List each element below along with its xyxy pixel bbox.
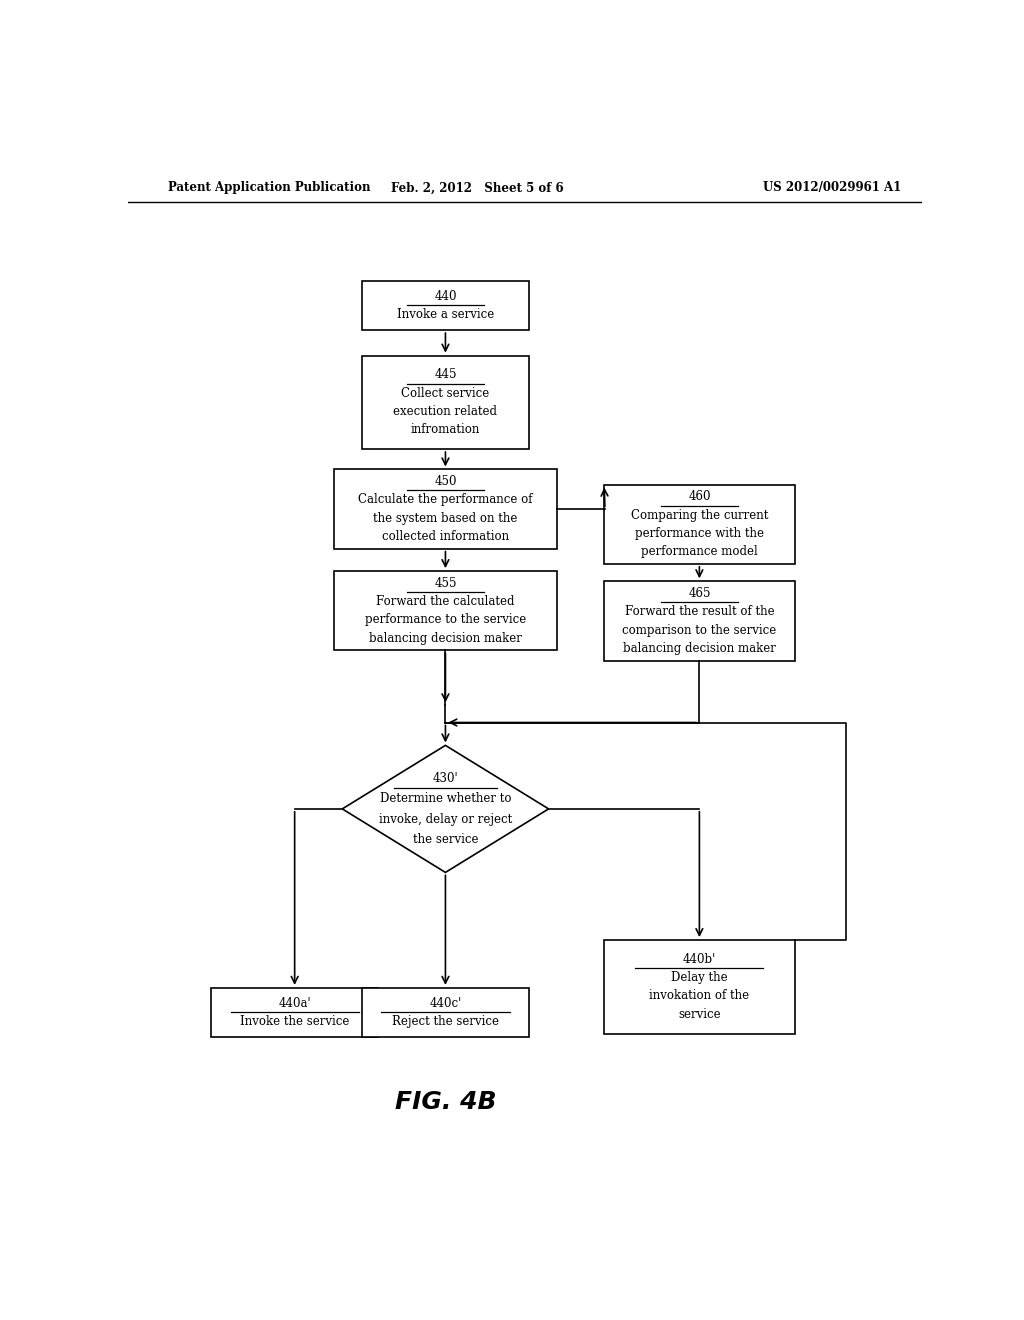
- Polygon shape: [342, 746, 549, 873]
- Bar: [604, 484, 795, 564]
- Text: performance to the service: performance to the service: [365, 614, 526, 627]
- Text: 440: 440: [434, 290, 457, 304]
- Bar: [211, 987, 378, 1036]
- Bar: [604, 940, 795, 1034]
- Text: collected information: collected information: [382, 531, 509, 543]
- Text: Feb. 2, 2012   Sheet 5 of 6: Feb. 2, 2012 Sheet 5 of 6: [391, 181, 563, 194]
- Text: 460: 460: [688, 490, 711, 503]
- Bar: [334, 470, 557, 549]
- Text: Determine whether to: Determine whether to: [380, 792, 511, 805]
- Text: FIG. 4B: FIG. 4B: [394, 1089, 497, 1114]
- Text: the service: the service: [413, 833, 478, 846]
- Text: the system based on the: the system based on the: [374, 512, 517, 525]
- Text: invokation of the: invokation of the: [649, 990, 750, 1002]
- Text: service: service: [678, 1007, 721, 1020]
- Text: infromation: infromation: [411, 424, 480, 437]
- Text: Collect service: Collect service: [401, 387, 489, 400]
- Text: execution related: execution related: [393, 405, 498, 418]
- Text: comparison to the service: comparison to the service: [623, 623, 776, 636]
- Text: Forward the result of the: Forward the result of the: [625, 605, 774, 618]
- Text: US 2012/0029961 A1: US 2012/0029961 A1: [763, 181, 901, 194]
- Text: 465: 465: [688, 587, 711, 599]
- Text: 450: 450: [434, 475, 457, 488]
- Text: Reject the service: Reject the service: [392, 1015, 499, 1028]
- Text: 440b': 440b': [683, 953, 716, 966]
- Text: Comparing the current: Comparing the current: [631, 508, 768, 521]
- Text: balancing decision maker: balancing decision maker: [369, 632, 522, 644]
- Text: performance with the: performance with the: [635, 527, 764, 540]
- Text: invoke, delay or reject: invoke, delay or reject: [379, 813, 512, 825]
- Text: 445: 445: [434, 368, 457, 381]
- Bar: [362, 355, 528, 449]
- Text: Delay the: Delay the: [671, 972, 728, 985]
- Text: 455: 455: [434, 577, 457, 590]
- Text: Patent Application Publication: Patent Application Publication: [168, 181, 371, 194]
- Bar: [604, 581, 795, 660]
- Text: 440a': 440a': [279, 997, 311, 1010]
- Text: Invoke a service: Invoke a service: [397, 309, 494, 322]
- Text: Invoke the service: Invoke the service: [240, 1015, 349, 1028]
- Bar: [334, 572, 557, 651]
- Bar: [362, 987, 528, 1036]
- Text: balancing decision maker: balancing decision maker: [623, 642, 776, 655]
- Bar: [362, 281, 528, 330]
- Text: performance model: performance model: [641, 545, 758, 558]
- Text: Calculate the performance of: Calculate the performance of: [358, 494, 532, 507]
- Text: 440c': 440c': [429, 997, 462, 1010]
- Text: Forward the calculated: Forward the calculated: [376, 595, 515, 609]
- Text: 430': 430': [432, 772, 459, 785]
